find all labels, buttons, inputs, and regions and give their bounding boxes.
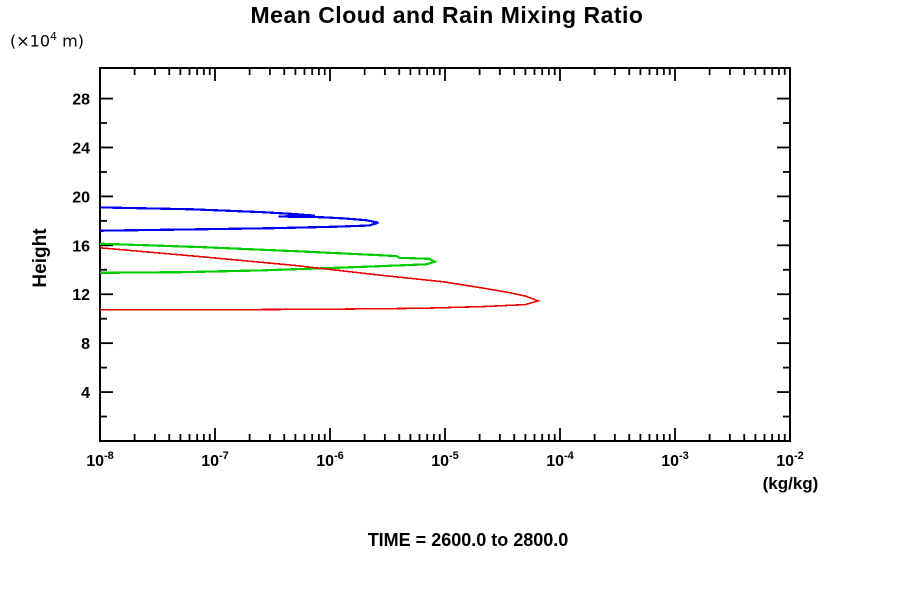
y-tick-label: 4 bbox=[81, 385, 90, 402]
y-axis-unit-label: (×104 m) bbox=[10, 30, 84, 50]
y-tick-label: 24 bbox=[72, 140, 90, 157]
y-tick-label: 16 bbox=[72, 238, 90, 255]
y-tick-label: 28 bbox=[72, 92, 90, 109]
y-axis-unit-post: m) bbox=[57, 31, 84, 51]
chart-title: Mean Cloud and Rain Mixing Ratio bbox=[250, 2, 644, 28]
y-axis-unit-exponent: 4 bbox=[50, 30, 58, 43]
y-tick-label: 20 bbox=[72, 189, 90, 206]
x-tick-label: 10-5 bbox=[431, 450, 459, 470]
x-tick-label: 10-7 bbox=[201, 450, 229, 470]
green-contour bbox=[99, 242, 438, 274]
plot-frame bbox=[99, 67, 791, 442]
y-axis-title: Height bbox=[30, 228, 51, 288]
red-contour bbox=[99, 247, 541, 311]
y-axis-unit-pre: (×10 bbox=[10, 31, 51, 51]
x-axis-unit-label: (kg/kg) bbox=[762, 474, 819, 493]
x-tick-label: 10-6 bbox=[316, 450, 344, 470]
y-tick-label: 12 bbox=[72, 287, 90, 304]
time-range-label: TIME = 2600.0 to 2800.0 bbox=[367, 530, 569, 550]
x-tick-label: 10-3 bbox=[661, 450, 689, 470]
x-tick-label: 10-8 bbox=[86, 450, 114, 470]
blue-contour bbox=[99, 206, 379, 232]
y-tick-label: 8 bbox=[81, 336, 90, 353]
x-tick-label: 10-2 bbox=[776, 450, 804, 470]
x-tick-label: 10-4 bbox=[546, 450, 574, 470]
